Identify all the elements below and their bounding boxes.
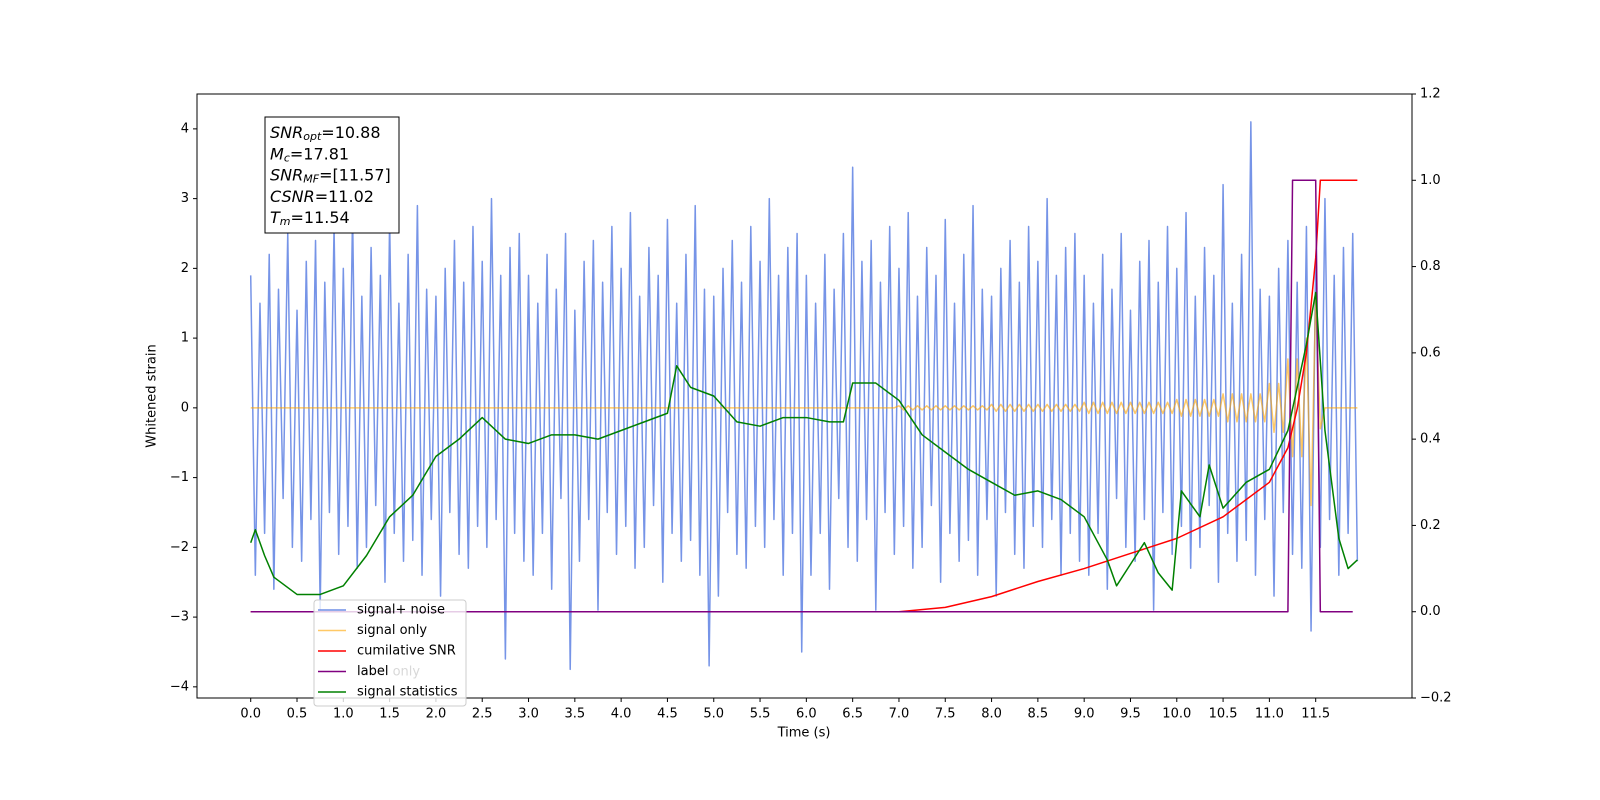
axes-frame — [196, 93, 1413, 699]
plot-area — [249, 121, 1359, 671]
series-line — [250, 179, 1353, 613]
x-tick-label: 2.5 — [472, 707, 493, 722]
series-line — [250, 179, 1358, 613]
x-tick-label: 11.5 — [1301, 707, 1330, 722]
y2-tick-label: 1.0 — [1420, 173, 1441, 188]
x-tick-label: 1.5 — [379, 707, 400, 722]
x-tick-label: 4.5 — [657, 707, 678, 722]
x-tick-label: 8.0 — [981, 707, 1002, 722]
annotation-line: SNRMF=[11.57] — [270, 165, 391, 186]
y2-tick-label: 0.0 — [1420, 604, 1441, 619]
x-tick-label: 10.5 — [1209, 707, 1238, 722]
annotation-subscript: c — [284, 151, 290, 164]
y2-tick-label: 0.4 — [1420, 432, 1441, 447]
x-tick-label: 9.0 — [1074, 707, 1095, 722]
legend-label: signal+ noise — [357, 603, 445, 618]
y2-tick-label: 0.2 — [1420, 518, 1441, 533]
annotation-text: =17.81 — [290, 144, 349, 163]
legend-box — [313, 599, 467, 707]
y-tick-label: −2 — [170, 540, 189, 555]
annotation-box — [264, 116, 400, 234]
annotation-subscript: m — [280, 215, 291, 228]
series-line — [250, 291, 1358, 596]
annotation-subscript: opt — [303, 130, 322, 143]
series-line — [249, 121, 1359, 671]
annotation-line: Tm=11.54 — [270, 208, 350, 229]
y2-tick-label: 0.6 — [1420, 345, 1441, 360]
annotation-symbol: T — [270, 208, 281, 227]
y-tick-label: −1 — [170, 470, 189, 485]
x-tick-label: 5.5 — [750, 707, 771, 722]
x-tick-label: 7.0 — [889, 707, 910, 722]
x-tick-label: 3.5 — [564, 707, 585, 722]
annotation-text: =11.54 — [291, 208, 350, 227]
y-tick-label: 4 — [181, 121, 189, 136]
annotation-symbol: CSNR — [270, 186, 315, 205]
x-axis-label: Time (s) — [777, 726, 831, 741]
annotation-text: =10.88 — [321, 123, 380, 142]
legend-label: signal statistics — [357, 685, 458, 700]
x-tick-label: 11.0 — [1255, 707, 1284, 722]
x-tick-label: 2.0 — [426, 707, 447, 722]
y-tick-label: 0 — [181, 400, 189, 415]
legend-label: label — [357, 664, 388, 679]
annotation-line: SNRopt=10.88 — [270, 123, 381, 144]
annotation-line: CSNR=11.02 — [270, 186, 374, 205]
y2-tick-label: −0.2 — [1420, 691, 1452, 706]
y2-tick-label: 1.2 — [1420, 87, 1441, 102]
x-tick-label: 5.0 — [703, 707, 724, 722]
x-tick-label: 0.5 — [287, 707, 308, 722]
x-tick-label: 6.0 — [796, 707, 817, 722]
x-tick-label: 0.0 — [240, 707, 261, 722]
annotation-text: =11.02 — [315, 186, 374, 205]
x-tick-label: 7.5 — [935, 707, 956, 722]
y-tick-label: −4 — [170, 679, 189, 694]
series-line — [250, 295, 1358, 507]
x-tick-label: 1.0 — [333, 707, 354, 722]
legend-label: cumilative SNR — [357, 644, 456, 659]
y2-tick-label: 0.8 — [1420, 259, 1441, 274]
x-tick-label: 9.5 — [1120, 707, 1141, 722]
x-tick-label: 8.5 — [1028, 707, 1049, 722]
x-tick-label: 6.5 — [842, 707, 863, 722]
y-tick-label: 1 — [181, 331, 189, 346]
y-tick-label: −3 — [170, 610, 189, 625]
hidden-legend-text: label only — [357, 665, 420, 680]
annotation-symbol: SNR — [270, 123, 303, 142]
annotation-text: =[11.57] — [319, 165, 391, 184]
y-axis-label: Whitened strain — [145, 344, 160, 447]
annotation-line: Mc=17.81 — [270, 144, 349, 165]
annotation-subscript: MF — [303, 173, 319, 186]
y-tick-label: 3 — [181, 191, 189, 206]
x-tick-label: 3.0 — [518, 707, 539, 722]
x-tick-label: 4.0 — [611, 707, 632, 722]
annotation-symbol: M — [270, 144, 284, 163]
x-tick-label: 10.0 — [1162, 707, 1191, 722]
y-tick-label: 2 — [181, 261, 189, 276]
annotation-symbol: SNR — [270, 165, 303, 184]
legend-label: signal only — [357, 623, 427, 638]
